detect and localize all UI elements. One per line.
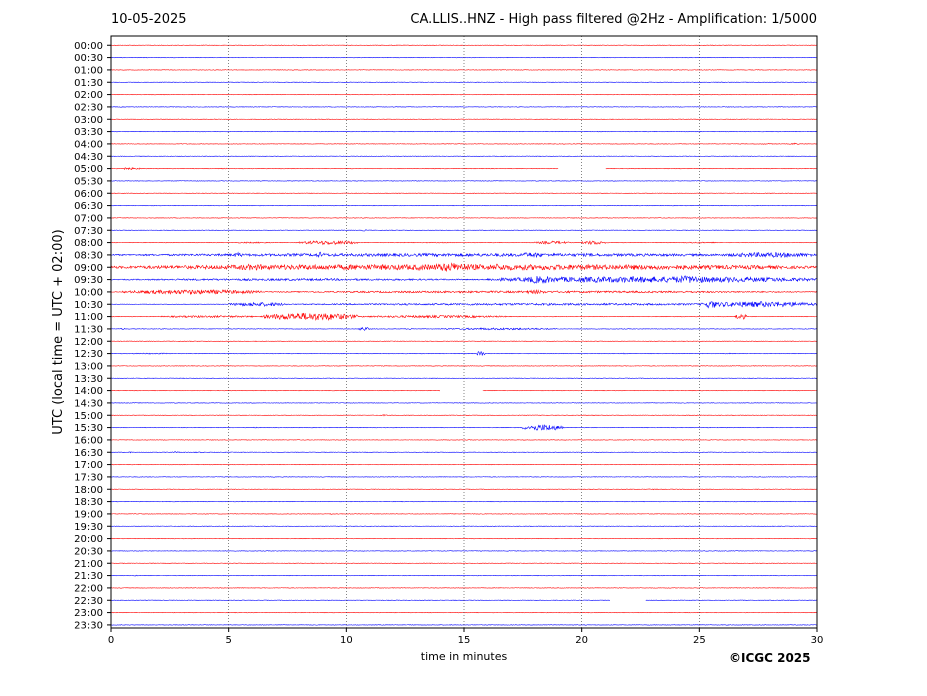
- row-label: 05:30: [74, 176, 103, 187]
- row-label: 09:00: [74, 263, 103, 274]
- row-label: 12:00: [74, 337, 103, 348]
- row-label: 23:00: [74, 608, 103, 619]
- trace-1700: [110, 463, 818, 466]
- trace-1530: [110, 424, 818, 431]
- row-label: 08:00: [74, 238, 103, 249]
- trace-1400: [110, 389, 818, 392]
- trace-1630: [110, 451, 818, 454]
- row-label: 03:30: [74, 127, 103, 138]
- station-title: CA.LLIS..HNZ - High pass filtered @2Hz -…: [410, 12, 817, 27]
- trace-1930: [110, 525, 818, 527]
- row-label: 10:30: [74, 300, 103, 311]
- x-tick-label: 30: [811, 635, 824, 646]
- row-label: 21:30: [74, 571, 103, 582]
- trace-1500: [110, 414, 818, 417]
- copyright-label: ©ICGC 2025: [729, 651, 811, 665]
- row-label: 08:30: [74, 250, 103, 261]
- trace-0830: [110, 251, 818, 259]
- row-label: 06:00: [74, 189, 103, 200]
- trace-1000: [110, 288, 818, 296]
- trace-0330: [110, 130, 818, 133]
- row-label: 11:00: [74, 312, 103, 323]
- x-tick-label: 5: [225, 635, 231, 646]
- trace-0700: [110, 217, 818, 219]
- trace-0600: [110, 192, 818, 194]
- row-label: 02:30: [74, 102, 103, 113]
- trace-0630: [111, 204, 818, 207]
- row-label: 22:00: [74, 583, 103, 594]
- trace-2000: [110, 537, 818, 540]
- row-label: 22:30: [74, 596, 103, 607]
- trace-1230: [110, 351, 818, 356]
- row-label: 04:00: [74, 139, 103, 150]
- trace-0500: [110, 166, 818, 171]
- row-label: 12:30: [74, 349, 103, 360]
- row-label: 13:00: [74, 361, 103, 372]
- x-tick-label: 25: [693, 635, 706, 646]
- row-label: 16:30: [74, 448, 103, 459]
- row-label: 19:00: [74, 509, 103, 520]
- trace-1600: [110, 439, 818, 441]
- row-label: 16:00: [74, 435, 103, 446]
- row-label: 10:00: [74, 287, 103, 298]
- row-label: 17:00: [74, 460, 103, 471]
- row-label: 07:00: [74, 213, 103, 224]
- trace-1200: [110, 340, 818, 342]
- row-label: 06:30: [74, 201, 103, 212]
- row-label: 19:30: [74, 522, 103, 533]
- trace-0130: [110, 81, 818, 83]
- row-label: 01:00: [74, 65, 103, 76]
- row-label: 14:00: [74, 386, 103, 397]
- row-label: 05:00: [74, 164, 103, 175]
- row-label: 21:00: [74, 559, 103, 570]
- row-label: 23:30: [74, 620, 103, 631]
- trace-1130: [110, 326, 818, 331]
- row-label: 17:30: [74, 472, 103, 483]
- trace-2130: [110, 574, 818, 577]
- plot-frame: [110, 35, 818, 629]
- trace-2230: [110, 599, 818, 601]
- x-tick-label: 15: [458, 635, 471, 646]
- row-label: 04:30: [74, 152, 103, 163]
- row-label: 07:30: [74, 226, 103, 237]
- row-label: 18:00: [74, 485, 103, 496]
- date-label: 10-05-2025: [111, 12, 187, 27]
- x-tick-layer: 0 5 10 15 20 25 30: [108, 628, 824, 646]
- row-label: 03:00: [74, 115, 103, 126]
- row-label: 00:30: [74, 53, 103, 64]
- row-label: 13:30: [74, 374, 103, 385]
- x-axis-label: time in minutes: [421, 650, 508, 663]
- row-label: 00:00: [74, 41, 103, 52]
- row-label: 15:30: [74, 423, 103, 434]
- trace-0800: [110, 240, 818, 246]
- row-label: 14:30: [74, 398, 103, 409]
- row-label: 09:30: [74, 275, 103, 286]
- row-label: 20:00: [74, 534, 103, 545]
- row-label: 11:30: [74, 324, 103, 335]
- row-label: 02:00: [74, 90, 103, 101]
- row-label: 20:30: [74, 546, 103, 557]
- x-tick-label: 10: [340, 635, 353, 646]
- row-label: 01:30: [74, 78, 103, 89]
- grid-layer: [228, 36, 700, 628]
- trace-0200: [110, 93, 818, 96]
- trace-0300: [110, 118, 818, 120]
- x-tick-label: 0: [108, 635, 114, 646]
- row-label: 18:30: [74, 497, 103, 508]
- trace-2030: [110, 550, 818, 552]
- y-axis-label: UTC (local time = UTC + 02:00): [51, 229, 66, 434]
- row-label: 15:00: [74, 411, 103, 422]
- trace-2100: [110, 562, 818, 564]
- trace-0730: [110, 229, 818, 232]
- x-tick-label: 20: [575, 635, 588, 646]
